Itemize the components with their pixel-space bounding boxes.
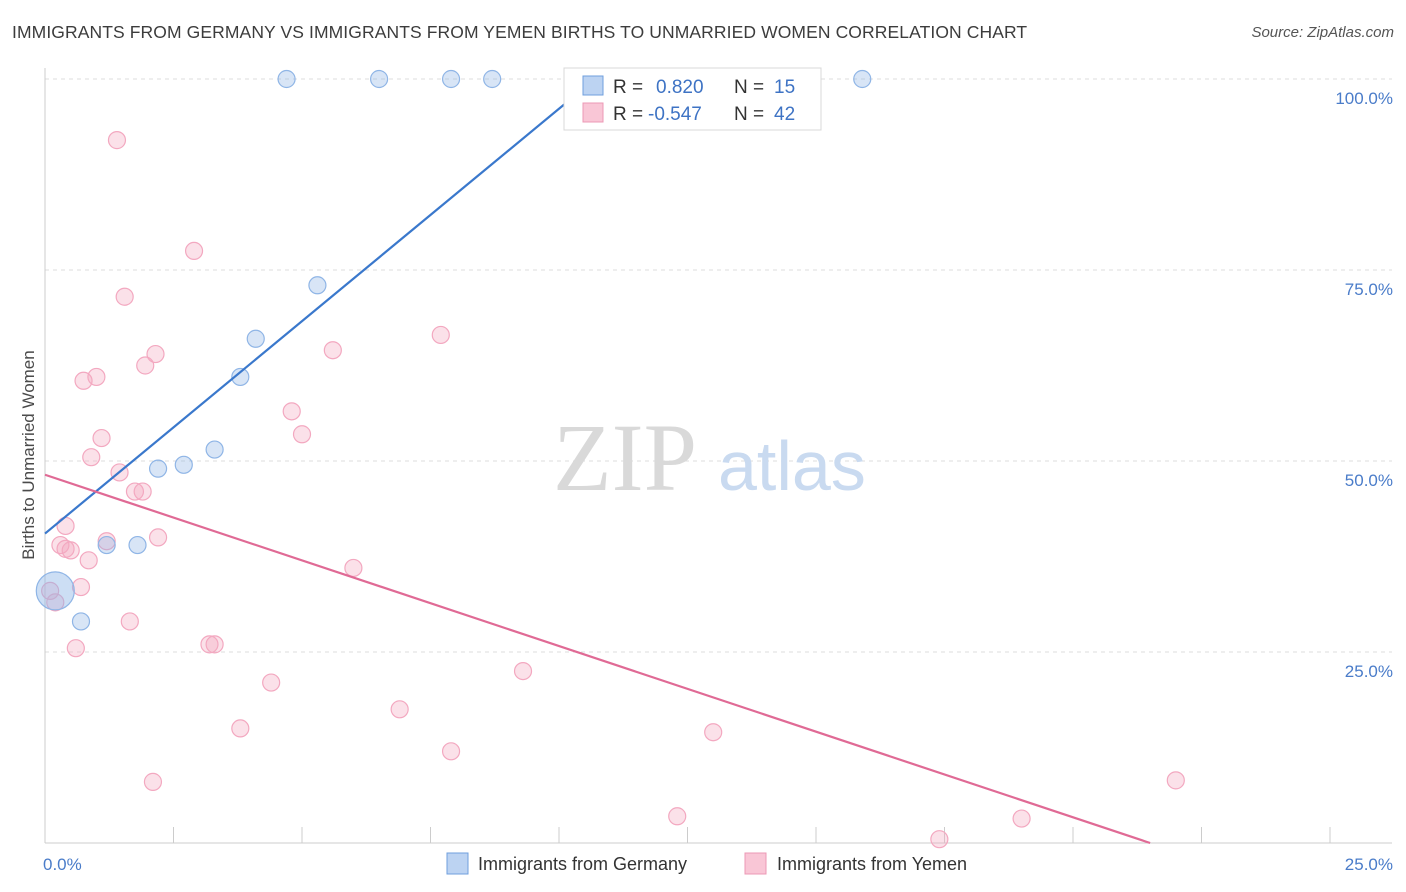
point-yemen <box>282 402 301 421</box>
point-yemen <box>146 344 165 364</box>
legend-r-label-yemen: R = <box>613 104 643 125</box>
point-yemen <box>79 551 98 570</box>
point-germany <box>71 612 91 631</box>
point-yemen <box>205 635 224 654</box>
legend-n-label-yemen: N = <box>734 104 764 125</box>
legend-swatch-yemen <box>582 102 604 123</box>
point-yemen <box>82 448 101 467</box>
trend-lines <box>44 78 1151 845</box>
point-germany <box>246 329 265 348</box>
point-yemen <box>107 131 127 150</box>
series-legend-swatch-yemen <box>744 852 767 875</box>
series-legend-germany: Immigrants from Germany <box>478 854 687 874</box>
point-yemen <box>61 541 80 560</box>
point-yemen <box>71 577 91 597</box>
point-yemen <box>441 742 461 761</box>
y-axis-label: Births to Unmarried Women <box>19 350 38 559</box>
point-yemen <box>66 639 85 658</box>
point-germany <box>277 69 296 89</box>
point-yemen <box>200 635 219 654</box>
point-yemen <box>184 241 204 260</box>
point-yemen <box>125 482 145 501</box>
point-yemen <box>431 325 450 345</box>
point-germany <box>174 455 193 474</box>
legend-n-label-germany: N = <box>734 77 764 98</box>
x-tick-label: 0.0% <box>43 855 82 874</box>
point-yemen <box>148 528 168 547</box>
point-yemen <box>262 673 281 692</box>
axes: 25.0% 50.0% 75.0% 100.0% 0.0% 25.0% <box>43 68 1393 874</box>
legend-r-value-yemen: -0.547 <box>648 104 702 125</box>
point-germany <box>370 69 389 89</box>
point-yemen <box>292 425 312 444</box>
series-legend-swatch-germany <box>446 852 469 875</box>
point-germany <box>441 69 461 89</box>
legend-n-value-yemen: 42 <box>774 104 795 125</box>
point-germany <box>308 276 327 295</box>
x-tick-label: 25.0% <box>1345 855 1393 874</box>
source-label: Source: ZipAtlas.com <box>1251 24 1394 41</box>
watermark: ZIP atlas <box>553 404 866 511</box>
point-germany <box>97 535 116 555</box>
legend-r-value-germany: 0.820 <box>656 77 704 98</box>
trend-line-yemen <box>44 473 1151 845</box>
point-yemen <box>56 516 75 536</box>
point-germany <box>853 69 872 89</box>
data-points <box>35 69 1185 849</box>
point-yemen <box>231 719 250 738</box>
trend-line-germany <box>44 78 596 535</box>
point-yemen <box>133 482 152 501</box>
point-yemen <box>136 356 155 375</box>
point-yemen <box>1012 809 1031 828</box>
legend-r-label-germany: R = <box>613 77 643 98</box>
y-tick-label: 50.0% <box>1345 471 1393 490</box>
point-yemen <box>97 532 116 551</box>
point-yemen <box>46 593 65 612</box>
point-germany <box>148 459 168 478</box>
point-germany <box>205 440 224 459</box>
chart-title: IMMIGRANTS FROM GERMANY VS IMMIGRANTS FR… <box>12 22 1028 42</box>
watermark-atlas: atlas <box>718 427 866 505</box>
point-yemen <box>1166 771 1185 790</box>
point-yemen <box>87 367 106 387</box>
point-yemen <box>323 341 342 360</box>
point-yemen <box>120 612 139 631</box>
point-germany <box>231 367 250 387</box>
point-yemen <box>143 772 163 791</box>
y-tick-label: 25.0% <box>1345 662 1393 681</box>
point-yemen <box>115 287 134 306</box>
series-legend: Immigrants from Germany Immigrants from … <box>446 852 967 875</box>
legend-n-value-germany: 15 <box>774 77 795 98</box>
point-yemen <box>41 581 60 600</box>
point-yemen <box>513 661 533 681</box>
grid-lines <box>45 78 1392 653</box>
series-legend-yemen: Immigrants from Yemen <box>777 854 967 874</box>
point-germany <box>483 69 502 89</box>
y-tick-label: 100.0% <box>1335 89 1393 108</box>
point-yemen <box>668 807 687 826</box>
point-yemen <box>930 830 949 849</box>
stats-legend: R = 0.820 N = 15 R = -0.547 N = 42 <box>563 67 822 131</box>
point-yemen <box>390 700 409 719</box>
y-tick-label: 75.0% <box>1345 280 1393 299</box>
legend-swatch-germany <box>582 75 604 96</box>
point-germany <box>35 571 75 611</box>
point-yemen <box>344 558 363 578</box>
point-yemen <box>92 428 111 448</box>
watermark-zip: ZIP <box>553 404 697 511</box>
point-germany <box>128 535 147 555</box>
point-yemen <box>704 723 723 742</box>
